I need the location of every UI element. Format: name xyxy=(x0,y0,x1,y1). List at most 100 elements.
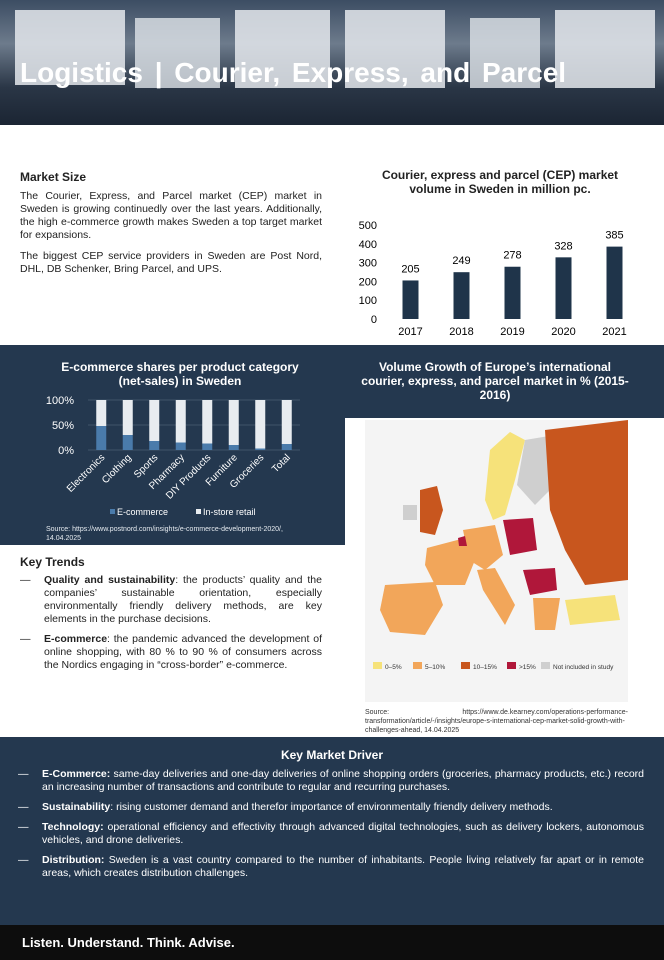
x-tick-label: 2017 xyxy=(398,326,422,338)
list-item: Sustainability: rising customer demand a… xyxy=(18,801,644,814)
region-ireland xyxy=(403,505,417,520)
bar-segment xyxy=(281,444,292,450)
bar-segment xyxy=(96,400,107,426)
legend-label: E-commerce xyxy=(117,507,168,517)
y-tick-label: 50% xyxy=(52,420,74,432)
list-item: Technology: operational efficiency and e… xyxy=(18,821,644,847)
map-title: Volume Growth of Europe’s international … xyxy=(361,360,629,402)
region-finland xyxy=(517,435,555,505)
value-label: 385 xyxy=(605,230,623,242)
value-label: 328 xyxy=(554,240,572,252)
region-uk xyxy=(420,486,443,535)
dark-band xyxy=(0,345,664,418)
chart-title: E-commerce shares per product category (… xyxy=(61,360,299,388)
legend-label: >15% xyxy=(519,664,536,671)
section-title: Market Size xyxy=(20,170,87,184)
legend-swatch xyxy=(413,662,422,669)
legend-label: 5–10% xyxy=(425,664,445,671)
list-item: Quality and sustainability: the products… xyxy=(20,574,322,626)
legend-swatch xyxy=(373,662,382,669)
region-poland xyxy=(503,518,537,555)
bar-segment xyxy=(255,400,266,449)
bar-segment xyxy=(122,400,133,435)
x-tick-label: Electronics xyxy=(65,452,107,494)
source: Source: https://www.postnord.com/insight… xyxy=(46,526,283,542)
list-text: Sweden is a vast country compared to the… xyxy=(42,854,644,879)
bar-segment xyxy=(281,400,292,444)
chart-title: Courier, express and parcel (CEP) market… xyxy=(381,168,619,196)
y-tick-label: 300 xyxy=(359,258,377,270)
list-term: Technology: xyxy=(42,821,104,833)
truck xyxy=(345,10,445,88)
region-romania xyxy=(523,568,557,595)
paragraph: The Courier, Express, and Parcel market … xyxy=(20,190,322,241)
legend-label: 0–5% xyxy=(385,664,402,671)
list-item: Distribution: Sweden is a vast country c… xyxy=(18,854,644,880)
bar-segment xyxy=(175,400,186,443)
list-term: E-commerce xyxy=(44,633,108,645)
map: 0–5% 5–10% 10–15% >15% Not included in study xyxy=(365,420,628,702)
list-text: operational efficiency and effectivity t… xyxy=(42,821,644,846)
region-italy xyxy=(477,568,515,625)
bar-segment xyxy=(228,445,239,450)
bar-segment xyxy=(149,441,160,450)
list-text: same-day deliveries and one-day deliveri… xyxy=(42,768,644,793)
x-tick-label: 2018 xyxy=(449,326,473,338)
legend-swatch xyxy=(507,662,516,669)
bar-segment xyxy=(202,443,213,450)
truck xyxy=(235,10,330,88)
x-tick-label: 2019 xyxy=(500,326,524,338)
market-size-text: The Courier, Express, and Parcel market … xyxy=(20,190,322,284)
value-label: 205 xyxy=(401,263,419,275)
footer: Listen. Understand. Think. Advise. xyxy=(0,925,664,960)
bar-segment xyxy=(202,400,213,444)
y-tick-label: 500 xyxy=(359,220,377,232)
truck xyxy=(555,10,655,88)
bar-segment xyxy=(149,400,160,441)
header-banner: Logistics | Courier, Express, and Parcel xyxy=(0,0,664,125)
list-item: E-commerce: the pandemic advanced the de… xyxy=(20,633,322,672)
y-tick-label: 100% xyxy=(46,395,74,407)
source: Source: https://www.de.kearney.com/opera… xyxy=(365,709,628,734)
legend-swatch xyxy=(541,662,550,669)
legend-label: Not included in study xyxy=(553,664,614,671)
stacked-bar-chart: 0%50%100%ElectronicsClothingSportsPharma… xyxy=(46,395,300,517)
bar-segment xyxy=(122,435,133,450)
region-iberia xyxy=(380,582,443,635)
x-tick-label: Clothing xyxy=(100,452,134,486)
list-text: : the products’ quality and the companie… xyxy=(44,574,322,625)
region-germany xyxy=(463,525,503,570)
bar xyxy=(606,246,623,319)
x-tick-label: 2020 xyxy=(551,326,575,338)
bar-segment xyxy=(255,448,266,450)
legend-swatch xyxy=(196,509,201,514)
legend-swatch xyxy=(110,509,115,514)
y-tick-label: 100 xyxy=(359,295,377,307)
section-title: Key Market Driver xyxy=(280,748,384,762)
x-tick-label: 2021 xyxy=(602,326,626,338)
truck xyxy=(135,18,220,88)
y-tick-label: 0 xyxy=(371,314,377,326)
list-term: E-Commerce: xyxy=(42,768,111,780)
y-tick-label: 400 xyxy=(359,239,377,251)
region-scandinavia xyxy=(485,432,525,520)
y-tick-label: 0% xyxy=(58,445,74,457)
list-term: Distribution: xyxy=(42,854,105,866)
list-text: : the pandemic advanced the development … xyxy=(44,633,322,671)
bar xyxy=(402,280,419,319)
region-russia xyxy=(545,420,628,585)
page-title: Logistics | Courier, Express, and Parcel xyxy=(20,57,567,88)
truck xyxy=(470,18,540,88)
legend-label: 10–15% xyxy=(473,664,497,671)
region-turkey xyxy=(565,595,620,625)
list-text: : rising customer demand and therefor im… xyxy=(110,801,553,813)
truck xyxy=(15,10,125,85)
list-term: Quality and sustainability xyxy=(44,574,176,586)
bar xyxy=(504,266,521,319)
legend-label: In-store retail xyxy=(203,507,256,517)
value-label: 249 xyxy=(452,255,470,267)
region-france xyxy=(425,538,475,585)
bar xyxy=(555,257,572,319)
section-title: Key Trends xyxy=(20,555,85,569)
